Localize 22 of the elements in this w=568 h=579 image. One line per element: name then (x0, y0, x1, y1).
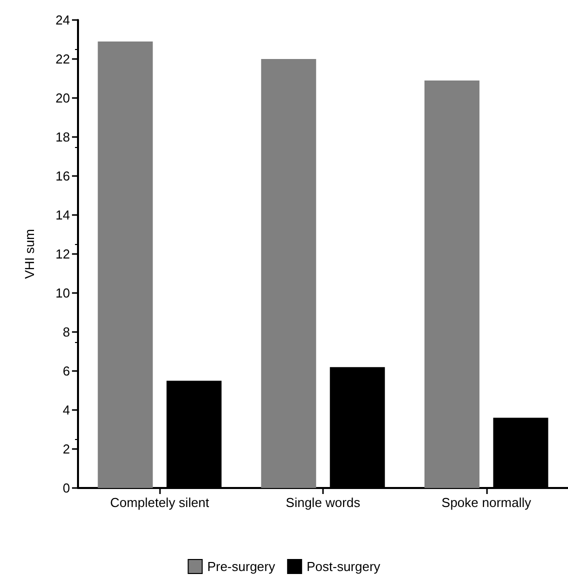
x-tick-label: Single words (286, 495, 361, 510)
bar (98, 41, 153, 488)
y-tick-label: 4 (62, 402, 70, 418)
y-tick-label: 0 (62, 480, 70, 496)
bar (261, 59, 316, 488)
y-tick-label: 8 (62, 324, 70, 340)
legend-label: Post-surgery (306, 559, 381, 574)
y-tick-label: 16 (56, 168, 70, 184)
y-tick-label: 10 (56, 286, 70, 300)
x-tick-label: Completely silent (110, 495, 210, 510)
y-tick-label: 20 (56, 90, 70, 106)
bar (424, 80, 480, 488)
y-axis-title: VHI sum (22, 229, 37, 279)
y-tick-label: 6 (62, 364, 70, 378)
legend-label: Pre-surgery (207, 559, 276, 574)
y-tick-label: 2 (62, 442, 70, 456)
x-tick-label: Spoke normally (442, 495, 532, 510)
y-tick-label: 18 (56, 130, 70, 144)
y-tick-label: 14 (56, 208, 70, 222)
y-tick-label: 12 (56, 246, 70, 262)
y-tick-label: 24 (56, 12, 70, 28)
y-tick-label: 22 (56, 52, 70, 66)
